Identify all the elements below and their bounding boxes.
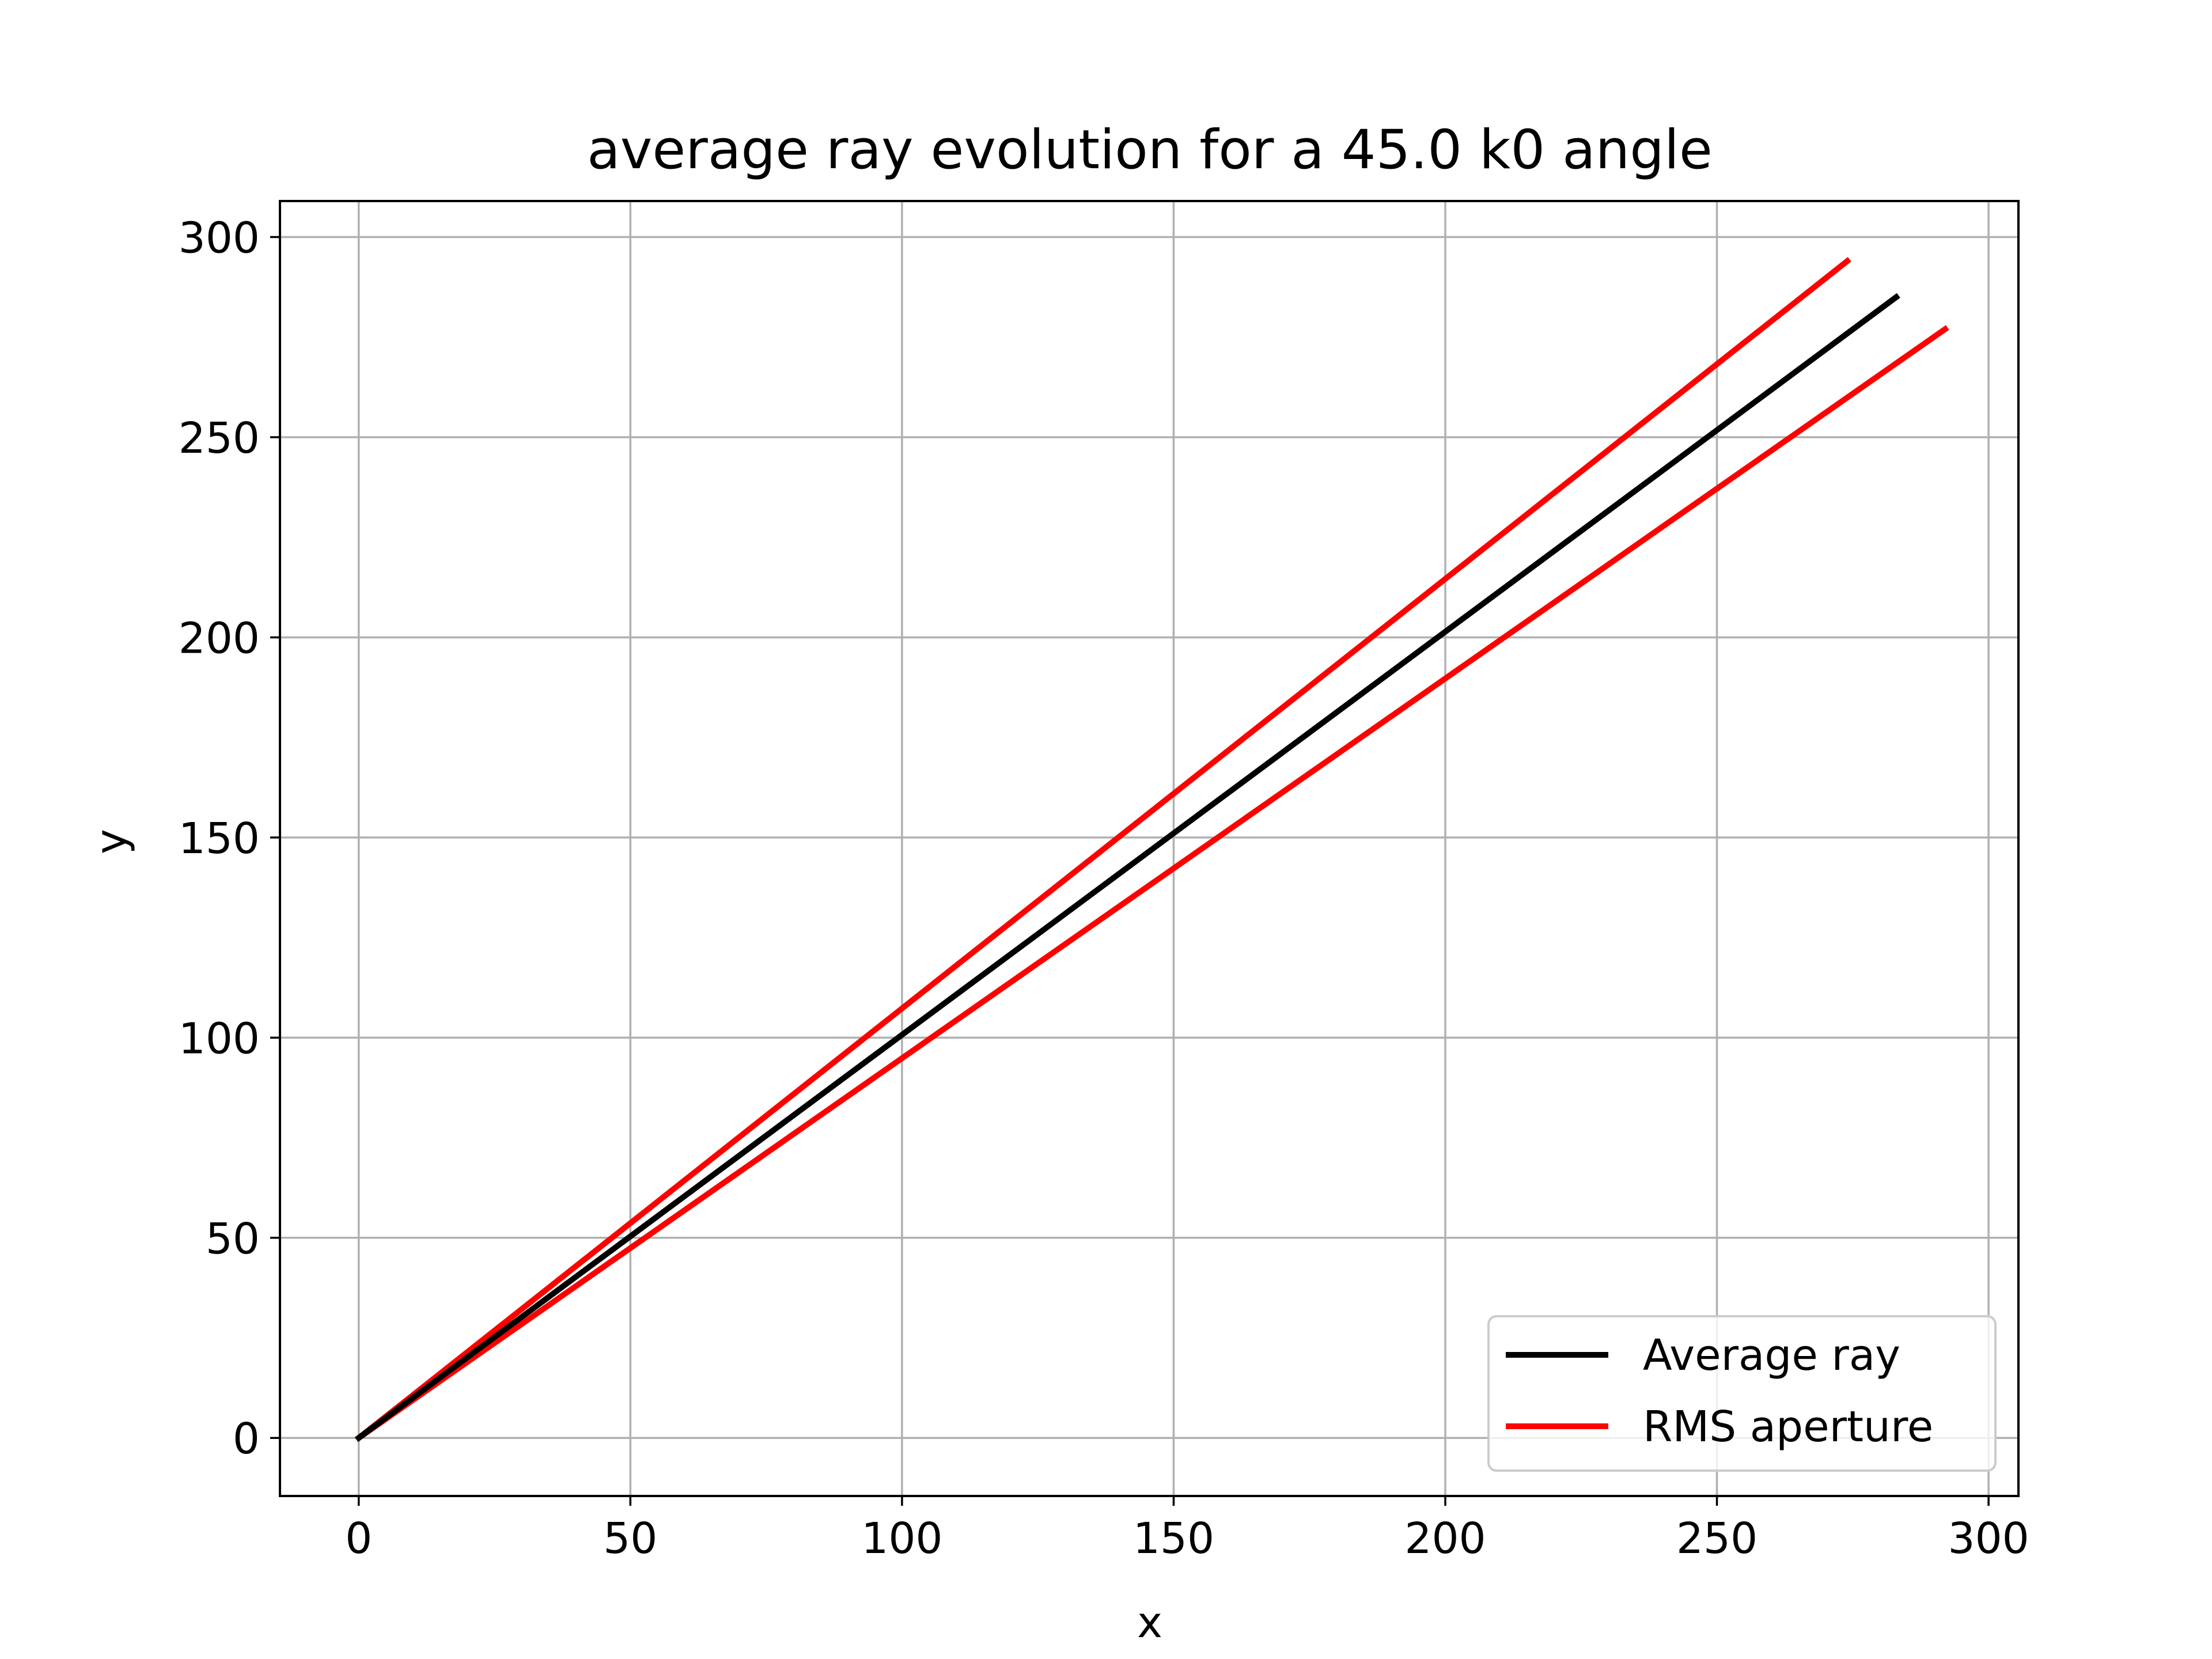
- x-axis-ticks: 0 50 100 150 200 250 300: [345, 1496, 2029, 1563]
- y-tick-label: 0: [233, 1414, 260, 1464]
- legend: Average ray RMS aperture: [1487, 1315, 1997, 1472]
- x-tick-label: 200: [1404, 1514, 1486, 1563]
- legend-label-average-ray: Average ray: [1643, 1331, 1900, 1380]
- y-axis-ticks: 0 50 100 150 200 250 300: [179, 214, 280, 1464]
- x-tick-label: 250: [1676, 1514, 1758, 1563]
- x-tick-label: 0: [345, 1514, 372, 1563]
- y-tick-label: 200: [179, 613, 260, 663]
- y-tick-label: 150: [179, 814, 260, 863]
- x-tick-label: 150: [1133, 1514, 1214, 1563]
- y-tick-label: 50: [206, 1214, 260, 1264]
- x-tick-label: 50: [603, 1514, 657, 1563]
- x-tick-label: 300: [1948, 1514, 2029, 1563]
- series-rms-aperture-lower: [354, 325, 1949, 1442]
- x-tick-label: 100: [861, 1514, 942, 1563]
- series-average-ray: [354, 293, 1900, 1442]
- plot-frame: [279, 200, 2020, 1497]
- chart-title: average ray evolution for a 45.0 k0 angl…: [587, 119, 1713, 181]
- series-rms-aperture-upper: [354, 257, 1851, 1442]
- y-tick-label: 100: [179, 1014, 260, 1063]
- legend-label-rms-aperture: RMS aperture: [1643, 1402, 1933, 1452]
- y-axis-label: y: [86, 829, 136, 854]
- x-axis-label: x: [1137, 1598, 1162, 1647]
- legend-box: [1487, 1315, 1997, 1472]
- y-tick-label: 300: [179, 214, 260, 263]
- grid: [280, 201, 2018, 1496]
- plot-lines: [354, 257, 1949, 1442]
- y-tick-label: 250: [179, 414, 260, 463]
